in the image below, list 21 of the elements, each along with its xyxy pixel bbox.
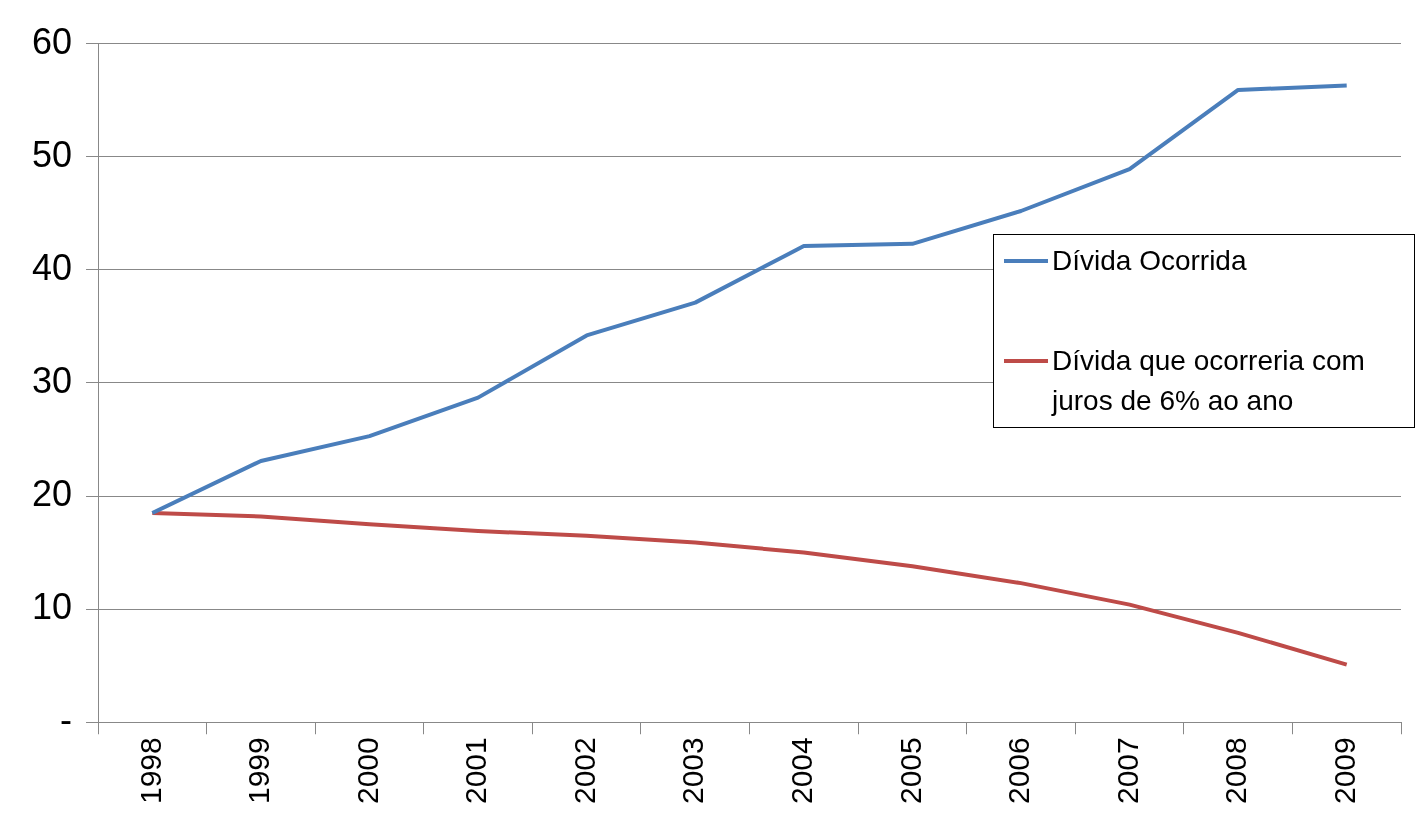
y-tick-label: 30 bbox=[32, 359, 73, 401]
x-tick-label: 2001 bbox=[459, 737, 493, 805]
x-tick-label: 2008 bbox=[1219, 737, 1253, 805]
y-tick-label: 20 bbox=[32, 472, 73, 514]
y-tick-label: - bbox=[60, 699, 73, 741]
x-tick-label: 2004 bbox=[785, 737, 819, 805]
x-tick-label: 2005 bbox=[893, 737, 927, 805]
y-tick-label: 40 bbox=[32, 246, 73, 288]
x-tick-label: 2006 bbox=[1002, 737, 1036, 805]
y-tick-label: 50 bbox=[32, 133, 73, 175]
y-tick-label: 60 bbox=[32, 20, 73, 62]
x-tick-label: 2000 bbox=[350, 737, 384, 805]
x-tick-label: 2002 bbox=[567, 737, 601, 805]
legend-label: Dívida que ocorreria com juros de 6% ao ano bbox=[1052, 344, 1366, 418]
x-tick-label: 1999 bbox=[242, 737, 276, 805]
x-tick-label: 2007 bbox=[1110, 737, 1144, 805]
x-tick-label: 2003 bbox=[676, 737, 710, 805]
x-tick-label: 2009 bbox=[1327, 737, 1361, 805]
x-tick-label: 1998 bbox=[133, 737, 167, 805]
y-tick-label: 10 bbox=[32, 586, 73, 628]
legend-label: Dívida Ocorrida bbox=[1052, 244, 1247, 278]
